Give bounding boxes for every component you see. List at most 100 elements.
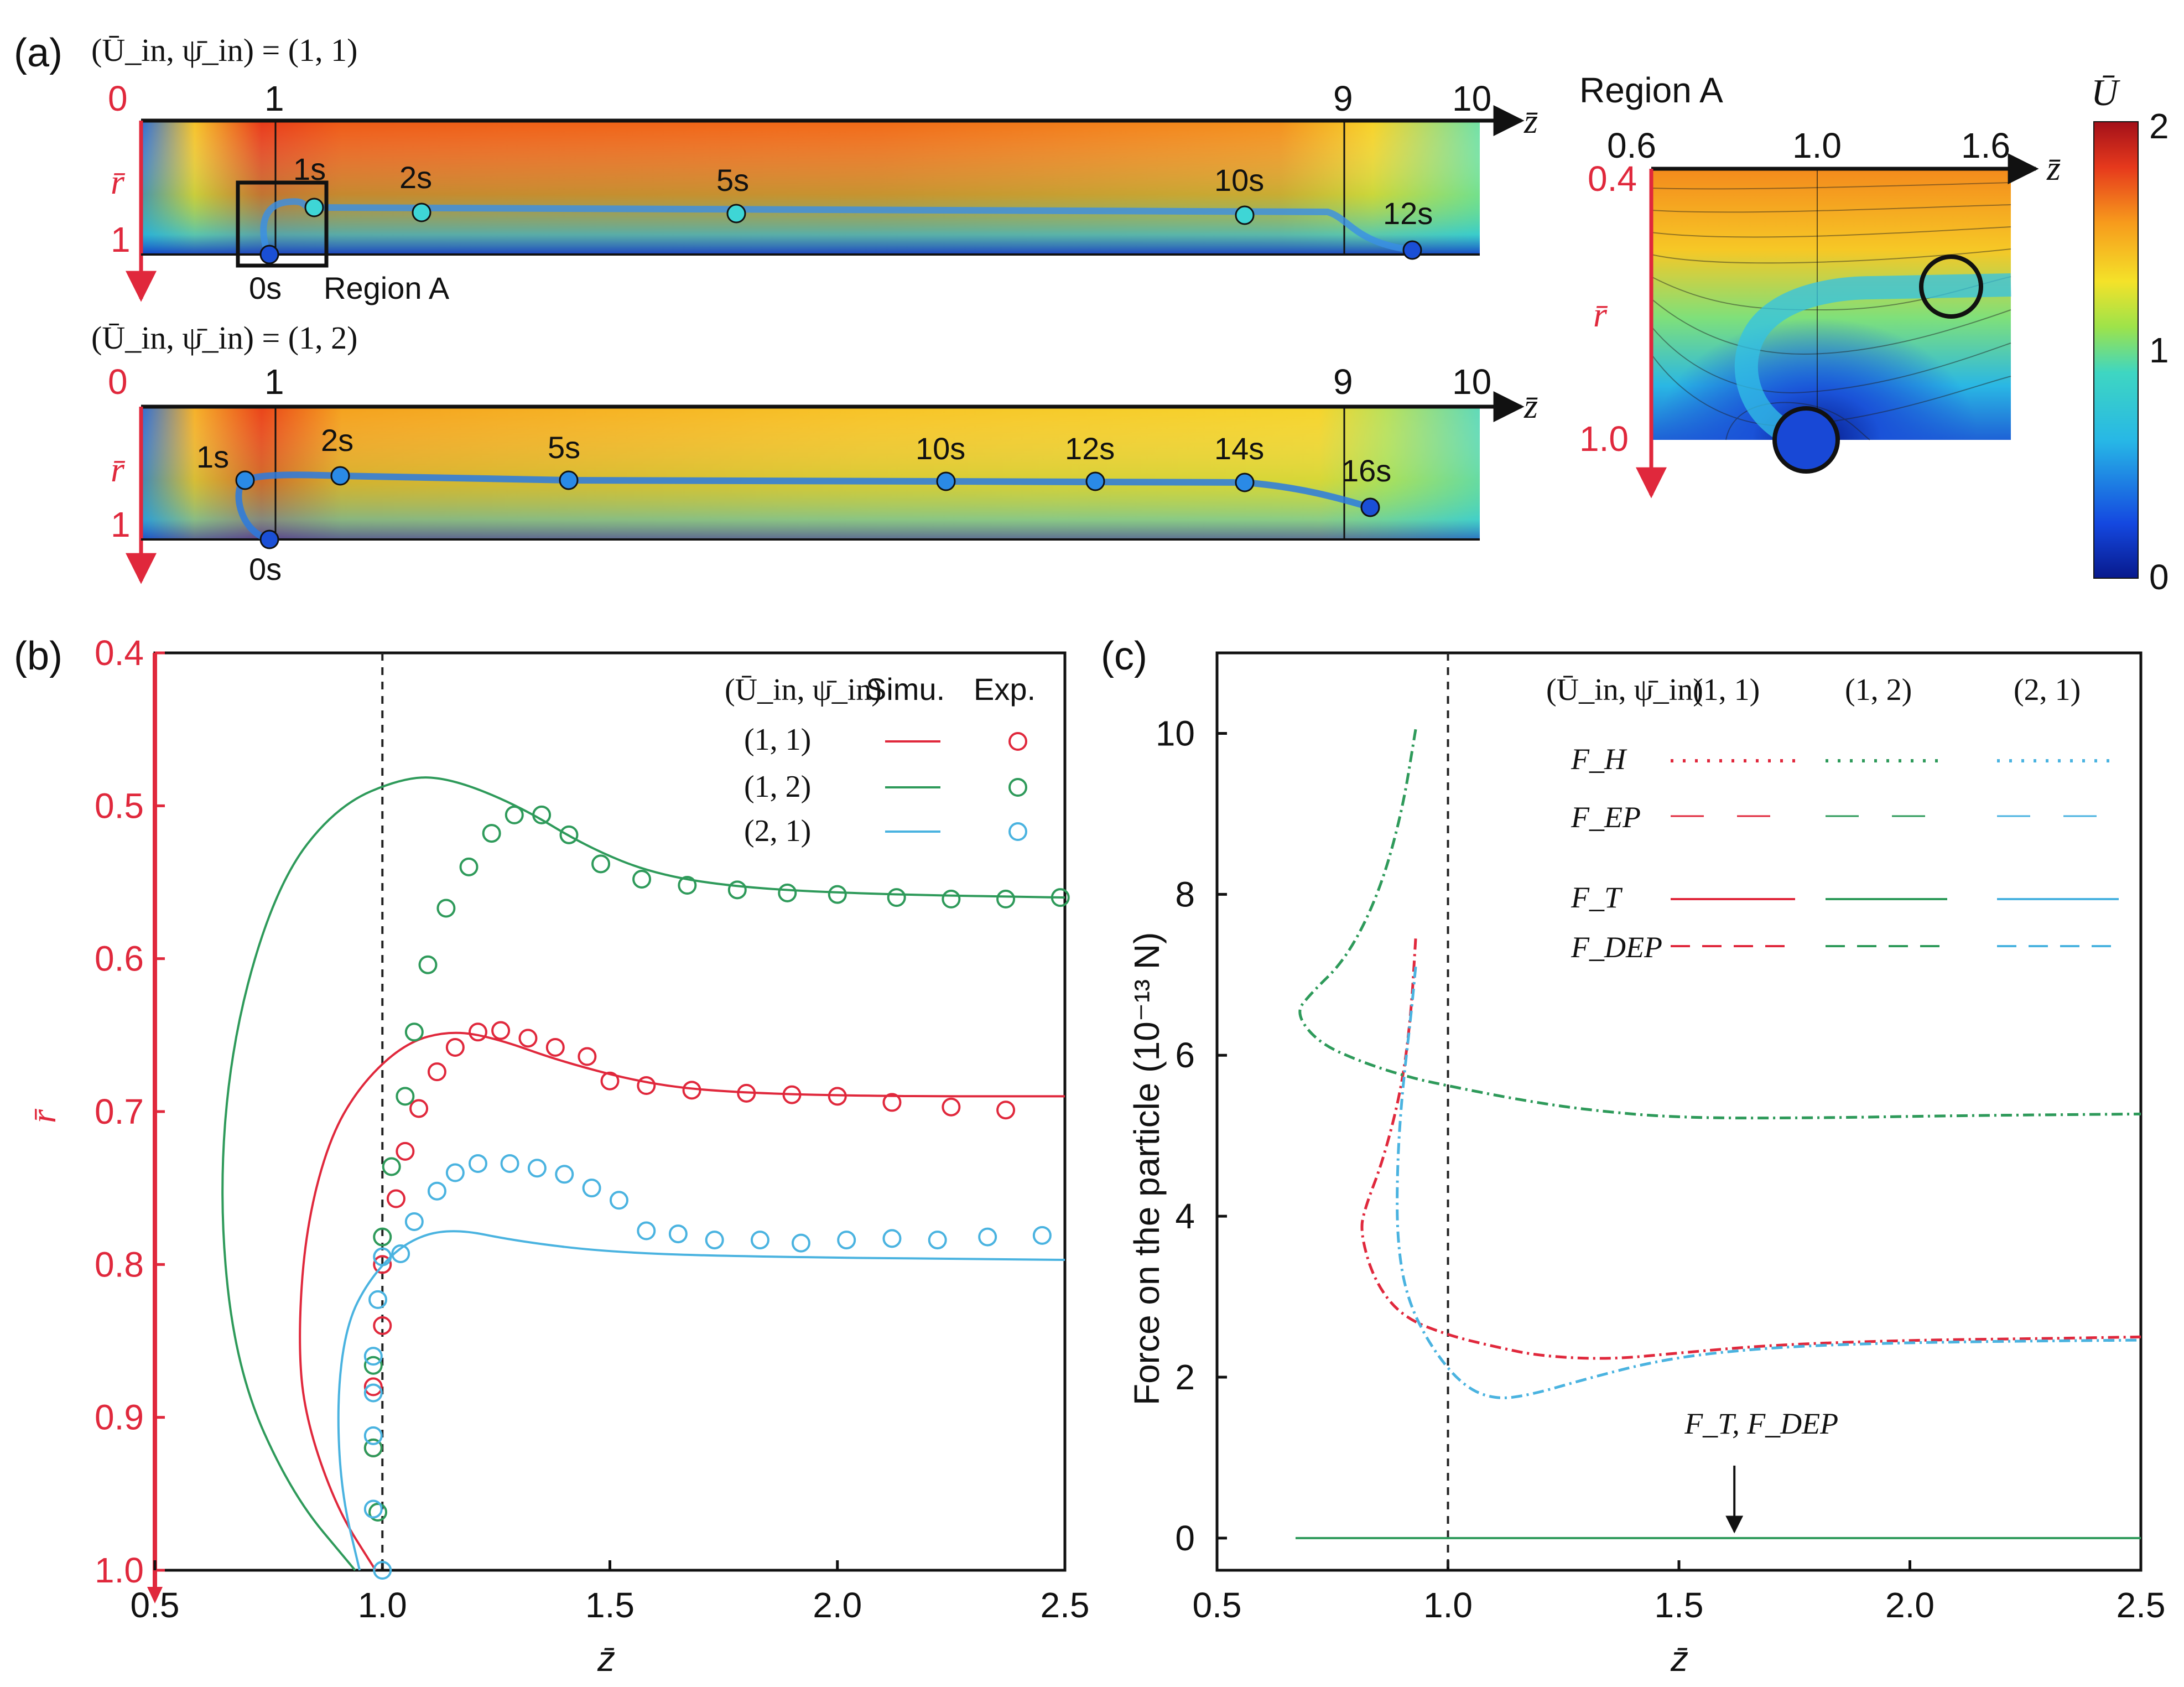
plot-b-x-tick-label-2-0: 2.0 [813,1585,862,1625]
plot-b-exp-point-1-1-3 [373,1255,392,1274]
plot-b-exp-point-1-2-9 [459,857,479,876]
legend-b-exp-red [1008,732,1027,751]
plot-b-exp-point-1-1-2 [373,1316,392,1335]
colorbar-label: Ū [2091,71,2120,113]
plot-b-exp-point-2-1-14 [555,1165,574,1184]
plot-c-series [1295,729,2141,1539]
legend-c-row-fep: F_EP [1571,801,1641,834]
region-a-z-tick-10: 1.0 [1792,126,1842,165]
plot-b-exp-point-1-1-22 [996,1101,1016,1120]
plot-b-exp-point-1-2-1 [363,1438,383,1457]
plot-b-exp-point-2-1-0 [373,1561,392,1580]
plot-b-exp-point-1-2-10 [482,824,501,843]
plot-b-exp-point-1-1-4 [386,1189,405,1208]
plot-b-exp-point-1-1-9 [468,1022,487,1042]
z-tick-10-top: 10 [1452,79,1491,118]
particle-2s-top [412,203,431,222]
plot-c-y-tick-label-4: 4 [1175,1196,1195,1236]
plot-b-exp-point-1-2-20 [887,888,906,907]
plot-b-exp-point-2-1-25 [978,1227,997,1247]
plot-b-exp-point-2-1-10 [445,1163,465,1182]
plot-b-exp-point-1-2-8 [436,899,456,918]
panel-a: (a) (Ū_in, ψ̄_in) = (1, 1) 0 1 9 10 z̄ r… [14,31,2169,597]
plot-b-exp-point-1-1-20 [882,1093,902,1112]
legend-c-row-ft: F_T [1571,881,1623,914]
plot-c-x-tick-label-1-5: 1.5 [1655,1585,1704,1625]
plot-b-exp-point-2-1-18 [668,1224,688,1244]
particle-16s-bottom [1360,497,1380,517]
plot-b-y-label: r̄ [24,1108,63,1123]
region-a-r-tick-04: 0.4 [1588,159,1637,199]
plot-b-exp-point-1-2-16 [678,876,697,895]
plot-b-exp-point-2-1-24 [928,1231,947,1250]
time-label-12s-top: 12s [1383,196,1433,231]
plot-b-exp-point-1-2-4 [382,1157,401,1176]
plot-b-exp-point-2-1-5 [368,1290,388,1309]
region-a-z-tick-16: 1.6 [1961,126,2010,165]
plot-b-exp-point-1-2-11 [505,805,524,824]
plot-b-exp-point-2-1-22 [837,1231,856,1250]
plot-b-exp-point-2-1-26 [1032,1226,1052,1245]
plot-b-exp-point-2-1-3 [363,1383,383,1403]
plot-b-exp-point-2-1-8 [404,1212,424,1231]
plot-b-exp-point-1-2-13 [559,825,579,844]
legend-b-entry-21: (2, 1) [744,814,811,848]
plot-c-y-tick-label-8: 8 [1175,874,1195,914]
plot-b-exp-point-1-1-11 [518,1029,538,1048]
plot-b-y-tick-label-0-4: 0.4 [95,633,144,673]
region-a-label: Region A [324,271,450,305]
plot-c-y-tick-label-10: 10 [1156,713,1195,753]
plot-b-exp-point-1-2-14 [591,854,611,874]
plot-b-exp-point-1-1-13 [578,1047,597,1066]
plot-b-exp-point-1-2-3 [373,1227,392,1247]
plot-b-exp-point-2-1-2 [363,1426,383,1445]
plot-b-exp-point-2-1-23 [882,1229,902,1248]
particle-14s-bottom [1235,473,1255,492]
z-tick-9-top: 9 [1333,79,1353,118]
plot-b-exp-point-2-1-7 [391,1244,410,1263]
time-label-2s-bottom: 2s [321,423,353,458]
colorbar-gradient [2093,121,2139,579]
plot-b-exp-point-1-1-12 [545,1037,565,1057]
plot-b-x-tick-label-1-0: 1.0 [358,1585,407,1625]
plot-b-exp-point-1-2-23 [1051,888,1070,907]
region-a-z-axis-label: z̄ [2046,148,2061,188]
plot-c-force-line-2-1 [1396,966,2141,1399]
time-label-5s-top: 5s [716,163,749,198]
plot-c-legend: (Ū_in, ψ̄_in) (1, 1) (1, 2) (2, 1) F_H F… [1546,673,2119,964]
particle-12s-bottom [1085,471,1105,491]
particle-12s-top [1402,240,1422,260]
plot-b-exp-point-1-2-0 [368,1502,388,1522]
plot-b-y-tick-label-0-7: 0.7 [95,1092,144,1131]
r-tick-1-top: 1 [111,220,131,259]
panel-b: (b) 0.40.50.60.70.80.91.0 0.5 1.0 1.5 2.0 2.… [14,633,1089,1679]
z-tick-0-bottom: 0 [108,362,128,402]
plot-b-y-axis-arrow [147,1587,163,1603]
plot-b-exp-point-1-1-16 [682,1081,701,1100]
particle-1s-top [304,198,324,217]
plot-b-simu-line-1-1 [299,1031,1065,1571]
time-label-14s-bottom: 14s [1214,431,1264,466]
legend-b-entry-12: (1, 2) [744,770,811,804]
plot-b-x-label: z̄ [597,1639,615,1679]
velocity-shading-top [141,121,1480,255]
plot-b-exp-point-1-2-18 [778,883,797,902]
plot-b-y-tick-label-0-6: 0.6 [95,939,144,979]
plot-c-x-tick-label-0-5: 0.5 [1193,1585,1242,1625]
legend-c-row-fdep: F_DEP [1571,931,1662,964]
time-label-10s-bottom: 10s [916,431,965,466]
plot-b-exp-point-2-1-19 [705,1231,724,1250]
plot-c-y-label: Force on the particle (10⁻¹³ N) [1127,932,1167,1405]
plot-c-force-line-1-1 [1360,938,2141,1360]
plot-b-exp-point-2-1-11 [468,1154,487,1173]
plot-b-exp-point-2-1-4 [363,1347,383,1366]
colorbar: Ū 2 1 0 [2091,71,2169,597]
plot-b-exp-point-1-2-2 [363,1356,383,1375]
plot-b-exp-point-1-2-5 [396,1087,415,1106]
time-label-2s-top: 2s [399,160,432,195]
plot-c-x-tick-label-2-5: 2.5 [2117,1585,2166,1625]
plot-b-exp-point-2-1-15 [582,1179,601,1198]
plot-b-exp-point-1-1-21 [942,1097,961,1117]
plot-b-y-tick-label-0-8: 0.8 [95,1244,144,1284]
plot-b-exp-point-1-1-18 [782,1085,802,1104]
